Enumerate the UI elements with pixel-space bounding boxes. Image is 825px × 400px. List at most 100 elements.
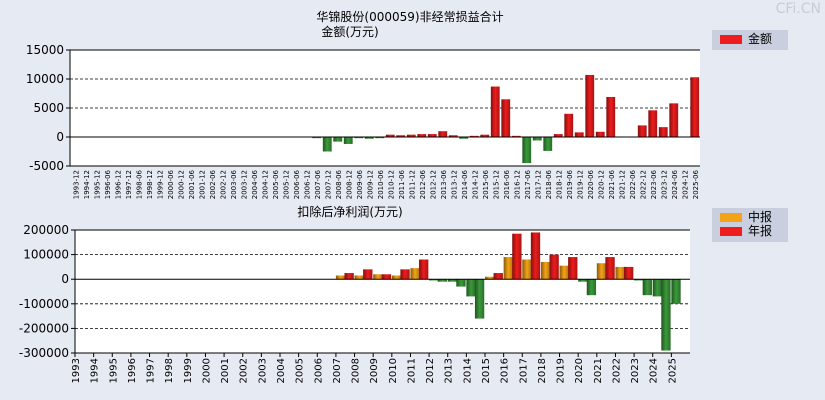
bar bbox=[549, 254, 559, 280]
x-tick-label: 2010-12 bbox=[387, 170, 395, 199]
bar bbox=[605, 257, 615, 280]
chart-title: 扣除后净利润(万元) bbox=[297, 204, 402, 219]
x-tick-label: 1994-12 bbox=[83, 170, 91, 199]
x-tick-label: 2014 bbox=[462, 358, 473, 383]
bar bbox=[624, 266, 634, 280]
x-tick-label: 2023-06 bbox=[650, 169, 658, 199]
y-tick-label: -5000 bbox=[29, 159, 64, 173]
y-tick-label: 0 bbox=[61, 272, 69, 286]
bar bbox=[642, 279, 652, 296]
bar bbox=[490, 86, 500, 137]
bar bbox=[596, 263, 607, 280]
x-tick-label: 2004-06 bbox=[251, 169, 259, 199]
bar bbox=[375, 137, 385, 139]
y-tick-label: 100000 bbox=[23, 248, 69, 262]
bar bbox=[522, 259, 532, 280]
x-tick-label: 2007 bbox=[332, 358, 343, 383]
chart-subtitle: 金额(万元) bbox=[321, 24, 378, 39]
x-tick-label: 1995-12 bbox=[93, 170, 101, 199]
bar bbox=[606, 96, 616, 137]
x-tick-label: 2017-12 bbox=[534, 170, 542, 199]
x-tick-label: 1998 bbox=[164, 358, 175, 383]
x-tick-label: 1997 bbox=[146, 358, 157, 383]
x-tick-label: 2005-12 bbox=[282, 170, 290, 199]
x-tick-label: 2005 bbox=[295, 358, 306, 383]
bar bbox=[637, 125, 647, 137]
y-tick-label: -300000 bbox=[19, 346, 69, 360]
bar bbox=[333, 137, 343, 142]
y-tick-label: 5000 bbox=[33, 101, 64, 115]
bar bbox=[466, 279, 476, 297]
x-tick-label: 2006 bbox=[313, 358, 324, 383]
bar bbox=[406, 134, 416, 137]
x-tick-label: 2012-06 bbox=[419, 169, 427, 199]
bar bbox=[595, 131, 605, 137]
bar bbox=[485, 276, 495, 280]
bar bbox=[543, 137, 553, 151]
x-tick-label: 2011-12 bbox=[408, 170, 416, 199]
chart-net-profit-deducted: -300000 -200000 -100000 0 100000 200000 扣除后净利润… bbox=[19, 204, 788, 383]
x-tick-label: 2016-12 bbox=[513, 170, 521, 199]
x-tick-label: 2005-06 bbox=[272, 169, 280, 199]
x-tick-label: 2025 bbox=[667, 358, 678, 383]
bar bbox=[312, 137, 322, 139]
bar bbox=[671, 279, 681, 304]
x-tick-label: 2017 bbox=[518, 358, 529, 383]
legend-swatch bbox=[720, 213, 742, 222]
x-tick-label: 2001 bbox=[220, 358, 231, 383]
x-tick-label: 1998-06 bbox=[135, 169, 143, 199]
bar bbox=[427, 134, 437, 137]
x-tick-label: 2015 bbox=[481, 358, 492, 383]
x-tick-label: 2018 bbox=[537, 358, 548, 383]
bar bbox=[437, 279, 447, 282]
bar bbox=[493, 273, 503, 280]
x-tick-label: 2020-06 bbox=[587, 169, 595, 199]
x-tick-label: 2022-06 bbox=[629, 169, 637, 199]
bar bbox=[419, 259, 429, 280]
bar bbox=[586, 279, 597, 296]
bar bbox=[578, 279, 588, 282]
x-tick-label: 2008-12 bbox=[345, 170, 353, 199]
bar bbox=[385, 134, 395, 137]
x-tick-label: 2022 bbox=[611, 358, 622, 383]
x-tick-label: 2002-06 bbox=[209, 169, 217, 199]
bar bbox=[669, 103, 679, 137]
bar bbox=[354, 275, 364, 280]
x-tick-label: 2004 bbox=[276, 358, 287, 383]
bar bbox=[511, 135, 521, 137]
y-tick-label: 15000 bbox=[26, 43, 64, 57]
x-tick-label: 2018-06 bbox=[545, 169, 553, 199]
x-tick-label: 2006-06 bbox=[293, 169, 301, 199]
x-tick-label: 1999 bbox=[183, 358, 194, 383]
bar bbox=[456, 279, 466, 287]
bar bbox=[585, 74, 595, 137]
bar bbox=[391, 275, 402, 280]
x-tick-label: 2003-12 bbox=[240, 170, 248, 199]
bar bbox=[522, 137, 532, 164]
x-tick-label: 2020 bbox=[574, 358, 585, 383]
x-tick-label: 1996-06 bbox=[104, 169, 112, 199]
x-tick-label: 1996-12 bbox=[114, 170, 122, 199]
bar bbox=[335, 275, 346, 280]
x-tick-label: 1998-12 bbox=[146, 170, 154, 199]
chart-nonrecurring-gains: -5000 0 5000 10000 15000 华锦股份(000059)非经常损益合计金… bbox=[26, 9, 788, 199]
legend-label: 中报 bbox=[748, 209, 772, 224]
legend-label: 金额 bbox=[748, 31, 772, 46]
bar bbox=[344, 273, 354, 280]
x-tick-label: 2002 bbox=[239, 358, 250, 383]
x-tick-label: 2012-12 bbox=[429, 170, 437, 199]
bar bbox=[512, 233, 522, 280]
bar bbox=[634, 279, 644, 281]
bar bbox=[652, 279, 663, 297]
x-tick-label: 2025-06 bbox=[692, 169, 700, 199]
bar bbox=[564, 113, 574, 137]
x-tick-label: 2007-06 bbox=[314, 169, 322, 199]
x-tick-label: 2010-06 bbox=[377, 169, 385, 199]
x-tick-label: 2009-06 bbox=[356, 169, 364, 199]
x-tick-label: 1997-12 bbox=[125, 170, 133, 199]
bar bbox=[373, 274, 383, 280]
x-tick-label: 2024 bbox=[649, 358, 660, 383]
x-tick-label: 2019 bbox=[556, 358, 567, 383]
legend-swatch bbox=[720, 35, 742, 44]
